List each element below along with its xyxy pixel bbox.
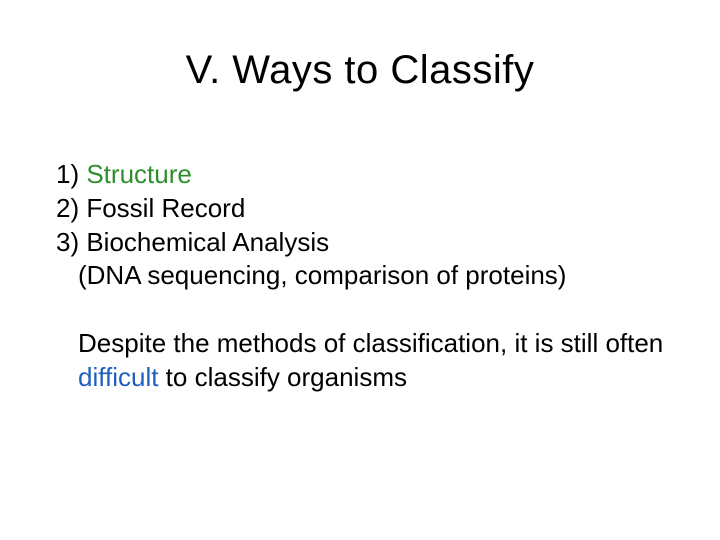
closing-highlight: difficult xyxy=(78,362,158,392)
slide-body: 1) Structure 2) Fossil Record 3) Biochem… xyxy=(56,158,668,395)
closing-sentence: Despite the methods of classification, i… xyxy=(56,327,668,395)
list-item-1-highlight: Structure xyxy=(86,159,192,189)
list-item-1: 1) Structure xyxy=(56,158,668,192)
slide-title: V. Ways to Classify xyxy=(0,48,720,93)
list-item-3: 3) Biochemical Analysis xyxy=(56,226,668,260)
spacer xyxy=(56,293,668,327)
closing-part1: Despite the methods of classification, i… xyxy=(78,328,663,358)
closing-part2: to classify organisms xyxy=(158,362,407,392)
slide: V. Ways to Classify 1) Structure 2) Foss… xyxy=(0,0,720,540)
list-item-2: 2) Fossil Record xyxy=(56,192,668,226)
list-item-1-prefix: 1) xyxy=(56,159,86,189)
list-item-3-sub: (DNA sequencing, comparison of proteins) xyxy=(56,259,668,293)
